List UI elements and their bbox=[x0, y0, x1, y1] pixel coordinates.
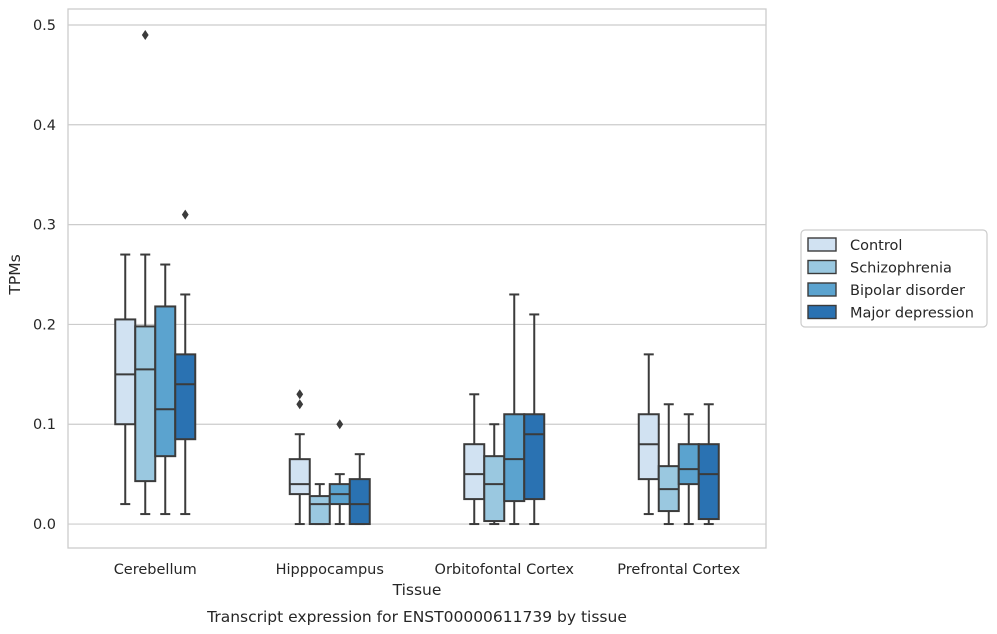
box-major-depression bbox=[697, 403, 720, 526]
iqr-box bbox=[288, 458, 311, 496]
box-major-depression bbox=[174, 209, 197, 516]
legend-swatch bbox=[807, 237, 837, 252]
legend-label: Major depression bbox=[850, 306, 974, 322]
legend-swatch bbox=[807, 304, 837, 320]
x-tick-labels: Cerebellum Hipppocampus Orbitofontal Corte… bbox=[114, 562, 741, 578]
chart-caption: Transcript expression for ENST0000061173… bbox=[206, 608, 627, 626]
box-control bbox=[637, 353, 660, 516]
box-schizophrenia bbox=[483, 423, 506, 526]
box-bipolar-disorder bbox=[328, 419, 351, 526]
outlier-marker bbox=[181, 209, 189, 220]
iqr-box bbox=[348, 478, 371, 526]
legend: Control Schizophrenia Bipolar disorder Majo… bbox=[800, 229, 988, 328]
outlier-marker bbox=[336, 419, 344, 430]
y-tick-label: 0.1 bbox=[33, 417, 56, 433]
y-tick-label: 0.5 bbox=[33, 18, 56, 34]
legend-label: Schizophrenia bbox=[850, 261, 952, 277]
box-groups bbox=[114, 29, 720, 526]
iqr-box bbox=[677, 443, 700, 486]
x-tick-label: Cerebellum bbox=[114, 562, 197, 578]
iqr-box bbox=[483, 455, 506, 523]
box-bipolar-disorder bbox=[677, 413, 700, 526]
y-tick-labels: 0.0 0.1 0.2 0.3 0.4 0.5 bbox=[33, 18, 56, 533]
iqr-box bbox=[503, 413, 526, 503]
legend-label: Bipolar disorder bbox=[850, 283, 965, 299]
legend-frame bbox=[800, 229, 988, 328]
legend-swatch bbox=[807, 259, 837, 275]
legend-swatch bbox=[807, 282, 837, 297]
box-control bbox=[114, 253, 137, 506]
iqr-box bbox=[637, 413, 660, 481]
box-control bbox=[463, 393, 486, 526]
iqr-box bbox=[463, 443, 486, 501]
iqr-box bbox=[114, 318, 137, 426]
plot-frame bbox=[67, 8, 767, 549]
iqr-box bbox=[697, 443, 720, 521]
x-axis-label: Tissue bbox=[392, 581, 442, 599]
iqr-box bbox=[308, 495, 331, 526]
x-tick-label: Orbitofontal Cortex bbox=[435, 562, 575, 578]
box-bipolar-disorder bbox=[154, 263, 177, 516]
iqr-box bbox=[523, 413, 546, 501]
x-tick-label: Hipppocampus bbox=[276, 562, 384, 578]
y-tick-label: 0.0 bbox=[33, 517, 56, 533]
outlier-marker bbox=[296, 389, 304, 400]
legend-label: Control bbox=[850, 238, 902, 254]
y-tick-label: 0.4 bbox=[33, 118, 56, 134]
box-bipolar-disorder bbox=[503, 293, 526, 526]
iqr-box bbox=[154, 305, 177, 458]
box-major-depression bbox=[523, 313, 546, 526]
box-control bbox=[288, 389, 311, 526]
y-tick-label: 0.3 bbox=[33, 218, 56, 234]
y-axis-label: TPMs bbox=[6, 254, 24, 295]
x-tick-label: Prefrontal Cortex bbox=[617, 562, 740, 578]
y-tick-label: 0.2 bbox=[33, 317, 56, 333]
box-major-depression bbox=[348, 453, 371, 526]
box-schizophrenia bbox=[134, 29, 157, 516]
outlier-marker bbox=[141, 29, 149, 40]
iqr-box bbox=[174, 353, 197, 441]
box-schizophrenia bbox=[308, 483, 331, 526]
box-schizophrenia bbox=[657, 403, 680, 526]
iqr-box bbox=[134, 325, 157, 483]
outlier-marker bbox=[296, 399, 304, 410]
